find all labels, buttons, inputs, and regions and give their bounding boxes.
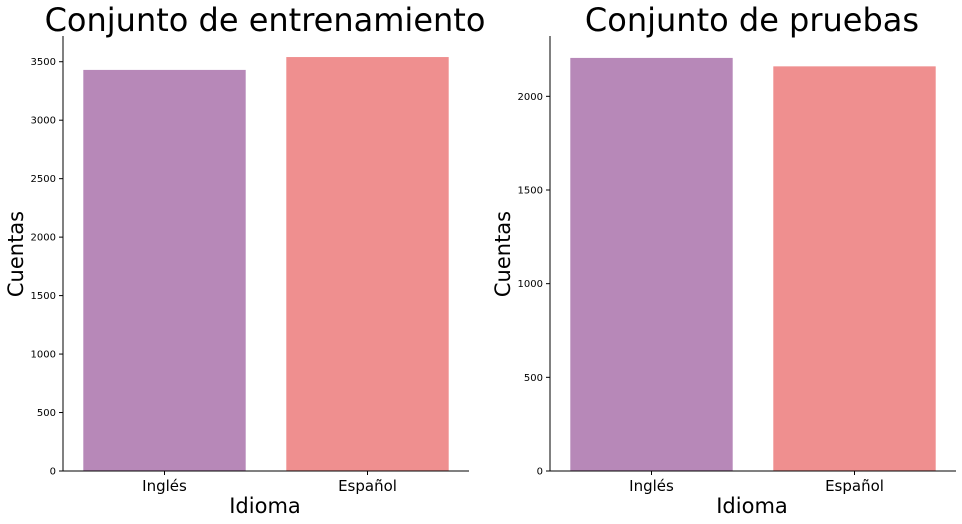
y-tick-label: 0 bbox=[537, 467, 543, 478]
y-tick-label: 1000 bbox=[31, 350, 56, 361]
x-axis-label: Idioma bbox=[229, 494, 301, 518]
y-ticks-group: 0 500 1000 1500 2000 2500 3000 3500 bbox=[31, 57, 63, 478]
y-axis-label: Cuentas bbox=[491, 211, 515, 297]
x-tick-label: Español bbox=[825, 477, 884, 495]
x-ticks-group: Inglés Español bbox=[142, 471, 397, 495]
y-tick-label: 0 bbox=[50, 467, 56, 478]
y-tick-label: 3500 bbox=[31, 57, 56, 68]
y-tick-label: 1500 bbox=[518, 185, 543, 196]
bar-1 bbox=[773, 66, 936, 471]
y-tick-label: 2500 bbox=[31, 174, 56, 185]
y-axis-label: Cuentas bbox=[4, 211, 28, 297]
y-tick-label: 3000 bbox=[31, 116, 56, 127]
chart-panel-training: Conjunto de entrenamiento Idioma Cuentas… bbox=[4, 1, 485, 518]
chart-title: Conjunto de pruebas bbox=[585, 1, 919, 39]
bars-group bbox=[570, 57, 936, 471]
bar-0 bbox=[83, 69, 246, 472]
y-tick-label: 2000 bbox=[518, 92, 543, 103]
x-tick-label: Inglés bbox=[629, 477, 674, 495]
y-tick-label: 500 bbox=[524, 373, 543, 384]
x-axis-label: Idioma bbox=[716, 494, 788, 518]
chart-title: Conjunto de entrenamiento bbox=[45, 1, 486, 39]
bars-group bbox=[83, 57, 449, 472]
y-tick-label: 500 bbox=[37, 408, 56, 419]
y-tick-label: 2000 bbox=[31, 233, 56, 244]
x-ticks-group: Inglés Español bbox=[629, 471, 884, 495]
y-tick-label: 1500 bbox=[31, 291, 56, 302]
x-tick-label: Español bbox=[338, 477, 397, 495]
y-tick-label: 1000 bbox=[518, 279, 543, 290]
y-ticks-group: 0 500 1000 1500 2000 bbox=[518, 92, 550, 478]
x-tick-label: Inglés bbox=[142, 477, 187, 495]
bar-0 bbox=[570, 57, 733, 471]
chart-panel-test: Conjunto de pruebas Idioma Cuentas 0 500 1… bbox=[491, 1, 956, 518]
bar-1 bbox=[286, 57, 449, 471]
